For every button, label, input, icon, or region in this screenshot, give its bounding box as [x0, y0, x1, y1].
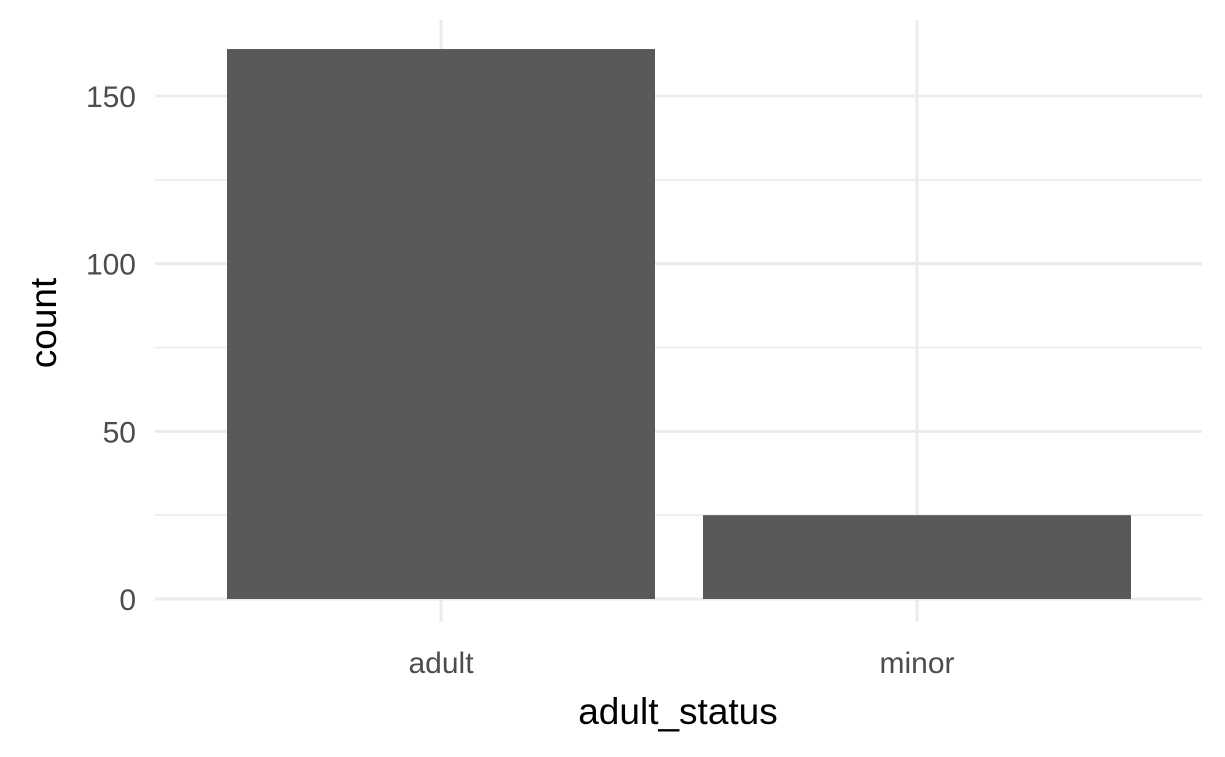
bars	[227, 49, 1131, 599]
x-tick-label: adult	[408, 647, 474, 680]
x-axis-title: adult_status	[578, 691, 778, 732]
y-tick-label: 150	[86, 81, 136, 114]
x-tick-label: minor	[879, 647, 954, 680]
y-tick-label: 100	[86, 249, 136, 282]
y-axis-tick-labels: 0 50 100 150	[86, 81, 136, 617]
bar-adult	[227, 49, 655, 599]
y-axis-title: count	[23, 277, 64, 368]
y-tick-label: 0	[119, 584, 136, 617]
x-axis-tick-labels: adult minor	[408, 647, 954, 680]
bar-minor	[703, 515, 1131, 599]
y-tick-label: 50	[103, 416, 136, 449]
